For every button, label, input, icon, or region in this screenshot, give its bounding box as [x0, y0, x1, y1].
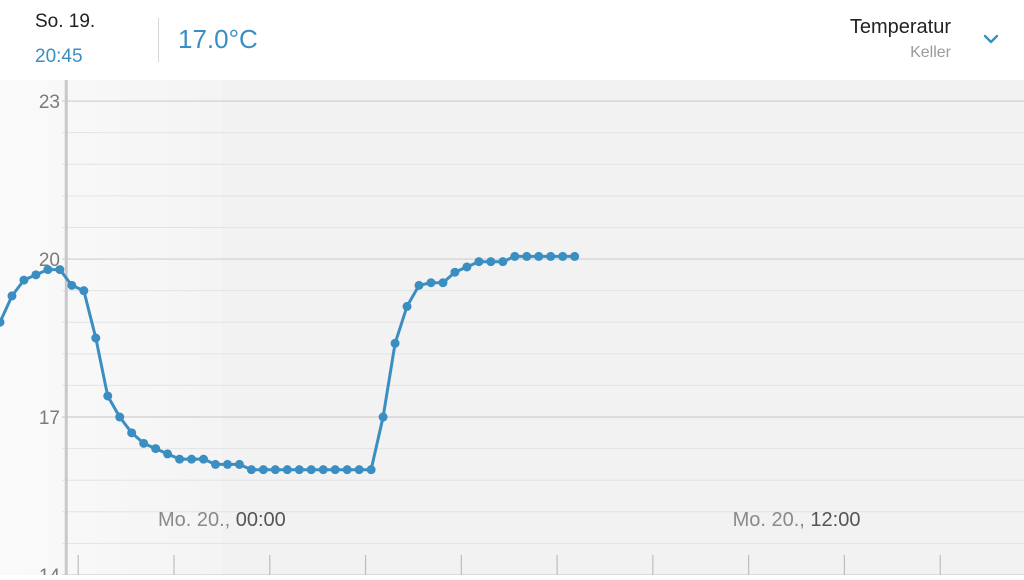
- data-point[interactable]: [390, 338, 400, 348]
- chevron-down-icon[interactable]: [978, 30, 1004, 50]
- x-tick-date: Mo. 20.,: [733, 509, 811, 531]
- data-point[interactable]: [175, 454, 185, 464]
- data-point[interactable]: [115, 412, 125, 422]
- data-point[interactable]: [103, 391, 113, 401]
- data-point[interactable]: [306, 465, 316, 475]
- y-tick-label-20: 20: [39, 250, 60, 271]
- sensor-selector[interactable]: Temperatur Keller: [804, 14, 1004, 74]
- data-point[interactable]: [163, 449, 173, 459]
- data-point[interactable]: [330, 465, 340, 475]
- data-point[interactable]: [570, 251, 580, 261]
- data-point[interactable]: [0, 317, 5, 327]
- data-point[interactable]: [7, 291, 17, 301]
- data-point[interactable]: [342, 465, 352, 475]
- data-point[interactable]: [474, 257, 484, 267]
- location-label: Keller: [910, 44, 951, 61]
- data-point[interactable]: [79, 286, 89, 296]
- data-point[interactable]: [151, 444, 161, 454]
- data-point[interactable]: [222, 459, 232, 469]
- x-tick-time: 12:00: [810, 509, 860, 531]
- data-point[interactable]: [486, 257, 496, 267]
- data-point[interactable]: [462, 262, 472, 272]
- data-point[interactable]: [270, 465, 280, 475]
- y-tick-label-14: 14: [39, 566, 61, 575]
- data-point[interactable]: [510, 251, 520, 261]
- selected-date: So. 19.: [35, 11, 96, 32]
- header-divider: [158, 18, 159, 62]
- data-point[interactable]: [234, 459, 244, 469]
- header: So. 19. 20:45 17.0°C Temperatur Keller: [0, 0, 1024, 80]
- data-point[interactable]: [498, 257, 508, 267]
- data-point[interactable]: [366, 465, 376, 475]
- data-point[interactable]: [187, 454, 197, 464]
- x-tick-time: 00:00: [236, 509, 286, 531]
- data-point[interactable]: [522, 251, 532, 261]
- data-point[interactable]: [258, 465, 268, 475]
- data-point[interactable]: [354, 465, 364, 475]
- data-point[interactable]: [127, 428, 137, 438]
- data-point[interactable]: [210, 459, 220, 469]
- data-point[interactable]: [55, 265, 65, 275]
- selected-time: 20:45: [35, 46, 83, 67]
- data-point[interactable]: [402, 301, 412, 311]
- data-point[interactable]: [91, 333, 101, 343]
- data-point[interactable]: [534, 251, 544, 261]
- data-point[interactable]: [558, 251, 568, 261]
- metric-label: Temperatur: [849, 16, 951, 38]
- data-point[interactable]: [294, 465, 304, 475]
- plot-background-before: [0, 80, 222, 575]
- x-tick-label-1: Mo. 20., 12:00: [733, 509, 861, 531]
- data-point[interactable]: [426, 278, 436, 288]
- data-point[interactable]: [67, 280, 77, 290]
- x-tick-date: Mo. 20.,: [158, 509, 236, 531]
- data-point[interactable]: [199, 454, 209, 464]
- plot-background: [221, 80, 1024, 575]
- selected-temperature: 17.0°C: [178, 24, 258, 54]
- data-point[interactable]: [318, 465, 328, 475]
- data-point[interactable]: [19, 275, 29, 285]
- data-point[interactable]: [139, 438, 149, 448]
- data-point[interactable]: [282, 465, 292, 475]
- y-tick-label-17: 17: [39, 408, 60, 429]
- data-point[interactable]: [43, 265, 53, 275]
- data-point[interactable]: [246, 465, 256, 475]
- data-point[interactable]: [438, 278, 448, 288]
- data-point[interactable]: [450, 267, 460, 277]
- data-point[interactable]: [414, 280, 424, 290]
- data-point[interactable]: [31, 270, 41, 280]
- y-tick-label-23: 23: [39, 92, 60, 113]
- data-point[interactable]: [546, 251, 556, 261]
- x-tick-label-0: Mo. 20., 00:00: [158, 509, 286, 531]
- data-point[interactable]: [378, 412, 388, 422]
